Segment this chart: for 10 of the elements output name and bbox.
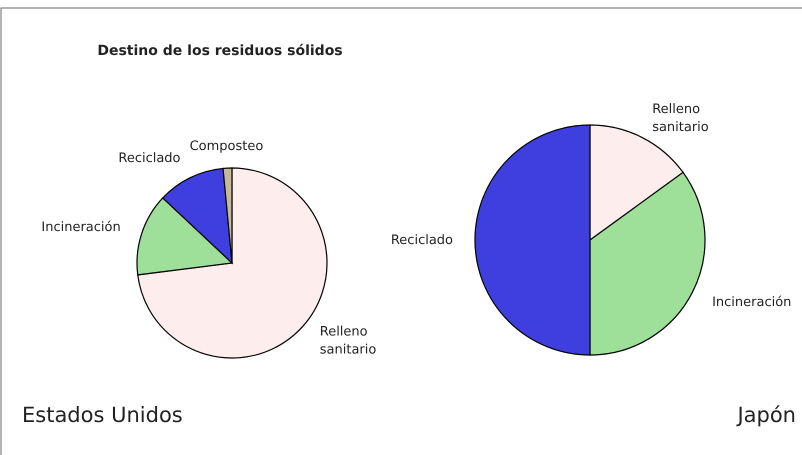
slice-label: Reciclado — [118, 150, 181, 166]
chart-title: Destino de los residuos sólidos — [97, 43, 343, 59]
text: Japón — [735, 403, 796, 427]
slice-label: Reciclado — [390, 233, 454, 248]
slice-label: Relleno sanitario — [652, 102, 709, 135]
slice-label: Relleno sanitario — [320, 324, 376, 358]
slice-label: Incineración — [41, 220, 121, 235]
slice-label: Composteo — [190, 139, 264, 154]
slice-label: Incineración — [712, 295, 792, 310]
text: Estados Unidos — [22, 403, 183, 427]
